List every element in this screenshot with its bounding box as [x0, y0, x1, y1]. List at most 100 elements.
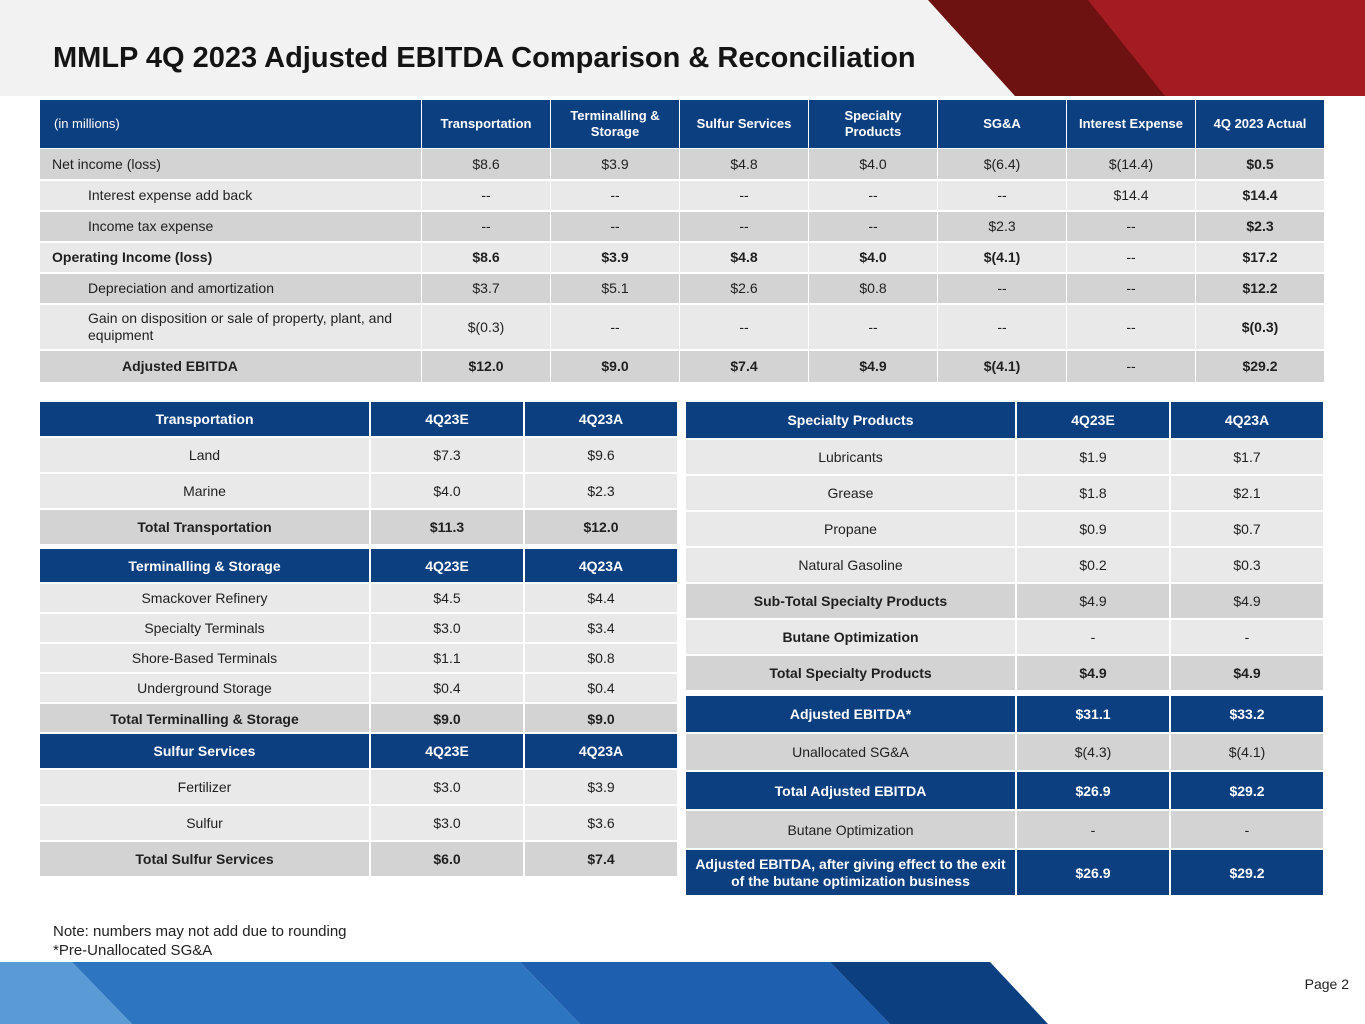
- cell: $0.4: [369, 672, 525, 704]
- transportation-table: Transportation 4Q23E 4Q23A Land $7.3 $9.…: [38, 400, 679, 546]
- cell: $(14.4): [1066, 148, 1196, 181]
- estimate-header: 4Q23E: [1015, 400, 1171, 440]
- cell: -: [1015, 809, 1171, 850]
- cell: $4.9: [1015, 582, 1171, 620]
- cell: -: [1169, 618, 1325, 656]
- cell: $7.4: [679, 348, 809, 384]
- cell: --: [679, 179, 809, 212]
- cell: --: [1066, 272, 1196, 305]
- row-label: Grease: [684, 474, 1017, 512]
- row-label: Depreciation and amortization: [39, 272, 422, 305]
- cell: $(4.1): [937, 240, 1067, 274]
- row-label: Net income (loss): [39, 148, 422, 181]
- adjusted-ebitda-row: Adjusted EBITDA* $31.1 $33.2: [684, 694, 1325, 734]
- table-row: Marine $4.0 $2.3: [38, 472, 679, 510]
- table-header-row: Specialty Products 4Q23E 4Q23A: [684, 400, 1325, 440]
- row-label: Total Adjusted EBITDA: [684, 770, 1017, 811]
- header-decoration: [928, 0, 1365, 96]
- cell: $3.6: [523, 804, 679, 842]
- cell: --: [1066, 210, 1196, 243]
- cell: $26.9: [1015, 770, 1171, 811]
- cell: $2.6: [679, 272, 809, 305]
- row-label: Sub-Total Specialty Products: [684, 582, 1017, 620]
- table-row: Land $7.3 $9.6: [38, 436, 679, 474]
- cell: $8.6: [421, 240, 551, 274]
- sga-note: *Pre-Unallocated SG&A: [53, 942, 213, 959]
- cell: $0.3: [1169, 546, 1325, 584]
- navy-band: [830, 962, 1048, 1024]
- cell: $3.9: [550, 240, 680, 274]
- cell: $4.8: [679, 148, 809, 181]
- cell: $12.2: [1195, 272, 1325, 305]
- segment-header: Transportation: [38, 400, 371, 438]
- cell: $14.4: [1066, 179, 1196, 212]
- table-row: Butane Optimization - -: [684, 618, 1325, 656]
- table-row: Underground Storage $0.4 $0.4: [38, 672, 679, 704]
- actual-header: 4Q23A: [523, 400, 679, 438]
- cell: $8.6: [421, 148, 551, 181]
- cell: $0.2: [1015, 546, 1171, 584]
- rounding-note: Note: numbers may not add due to roundin…: [53, 923, 347, 940]
- estimate-header: 4Q23E: [369, 547, 525, 584]
- table-header-row: Transportation 4Q23E 4Q23A: [38, 400, 679, 438]
- table-row: Net income (loss) $8.6 $3.9 $4.8 $4.0 $(…: [39, 148, 1325, 181]
- cell: $26.9: [1015, 848, 1171, 897]
- row-label: Smackover Refinery: [38, 582, 371, 614]
- cell: $17.2: [1195, 240, 1325, 274]
- cell: $(4.1): [1169, 732, 1325, 772]
- unallocated-sga-row: Unallocated SG&A $(4.3) $(4.1): [684, 732, 1325, 772]
- col-header-terminalling: Terminalling & Storage: [550, 99, 680, 149]
- cell: $2.3: [523, 472, 679, 510]
- table-row: Fertilizer $3.0 $3.9: [38, 768, 679, 806]
- cell: $4.9: [808, 348, 938, 384]
- table-header-row: Sulfur Services 4Q23E 4Q23A: [38, 732, 679, 770]
- table-row: Sulfur $3.0 $3.6: [38, 804, 679, 842]
- row-label: Underground Storage: [38, 672, 371, 704]
- cell: --: [808, 179, 938, 212]
- cell: $0.4: [523, 672, 679, 704]
- actual-header: 4Q23A: [523, 547, 679, 584]
- table-row: Natural Gasoline $0.2 $0.3: [684, 546, 1325, 584]
- cell: $1.1: [369, 642, 525, 674]
- reconciliation-table: (in millions) Transportation Terminallin…: [39, 99, 1325, 384]
- cell: --: [679, 303, 809, 351]
- table-total-row: Total Terminalling & Storage $9.0 $9.0: [38, 702, 679, 735]
- cell: $2.3: [937, 210, 1067, 243]
- row-label: Gain on disposition or sale of property,…: [39, 303, 422, 351]
- cell: $29.2: [1195, 348, 1325, 384]
- cell: --: [1066, 348, 1196, 384]
- cell: $31.1: [1015, 694, 1171, 734]
- footer-decoration: [0, 962, 1048, 1024]
- cell: --: [937, 272, 1067, 305]
- page-title: MMLP 4Q 2023 Adjusted EBITDA Comparison …: [53, 42, 916, 74]
- cell: $(6.4): [937, 148, 1067, 181]
- cell: --: [421, 210, 551, 243]
- cell: $4.5: [369, 582, 525, 614]
- table-total-row: Total Sulfur Services $6.0 $7.4: [38, 840, 679, 878]
- sulfur-table: Sulfur Services 4Q23E 4Q23A Fertilizer $…: [38, 732, 679, 878]
- cell: $2.3: [1195, 210, 1325, 243]
- table-total-row: Total Specialty Products $4.9 $4.9: [684, 654, 1325, 692]
- cell: $5.1: [550, 272, 680, 305]
- table-subtotal-row: Sub-Total Specialty Products $4.9 $4.9: [684, 582, 1325, 620]
- row-label: Operating Income (loss): [39, 240, 422, 274]
- cell: --: [937, 303, 1067, 351]
- cell: $0.7: [1169, 510, 1325, 548]
- cell: $12.0: [421, 348, 551, 384]
- cell: $4.0: [808, 148, 938, 181]
- cell: $4.9: [1015, 654, 1171, 692]
- cell: $9.0: [550, 348, 680, 384]
- row-label: Income tax expense: [39, 210, 422, 243]
- butane-optimization-row: Butane Optimization - -: [684, 809, 1325, 850]
- cell: $4.0: [808, 240, 938, 274]
- cell: $1.9: [1015, 438, 1171, 476]
- table-header-row: Terminalling & Storage 4Q23E 4Q23A: [38, 547, 679, 584]
- cell: --: [937, 179, 1067, 212]
- cell: -: [1169, 809, 1325, 850]
- cell: $3.0: [369, 612, 525, 644]
- table-row: Specialty Terminals $3.0 $3.4: [38, 612, 679, 644]
- blue-band: [520, 962, 890, 1024]
- cell: $(0.3): [1195, 303, 1325, 351]
- row-label: Total Transportation: [38, 508, 371, 546]
- cell: $3.0: [369, 768, 525, 806]
